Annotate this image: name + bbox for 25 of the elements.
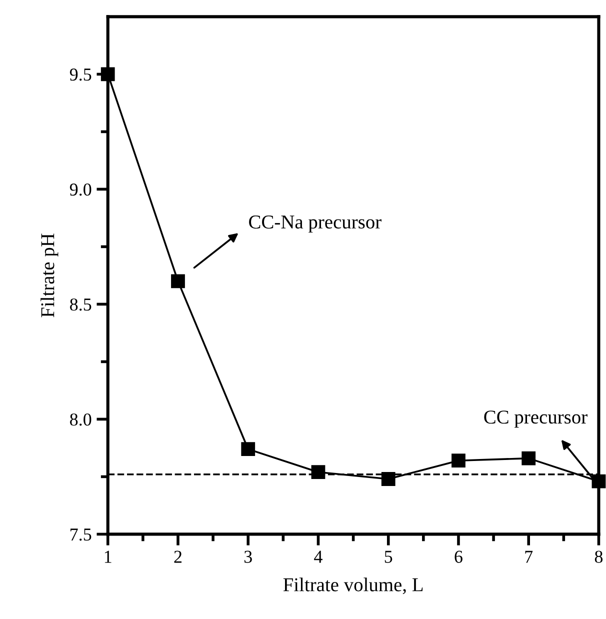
point [241,442,256,456]
y-tick-label: 9.5 [70,68,92,81]
point [381,472,396,486]
x-tick-label: 3 [244,550,252,563]
x-axis-title: Filtrate volume, L [283,578,423,594]
x-tick-label: 1 [104,550,112,563]
x-tick-label: 2 [174,550,182,563]
point [522,451,536,466]
y-tick-label: 7.5 [70,528,92,541]
x-tick-label: 4 [314,550,322,563]
point [311,465,326,480]
x-tick-label: 7 [525,550,533,563]
x-tick-label: 5 [384,550,392,563]
point [452,454,466,468]
point [592,474,606,488]
x-tick-label: 6 [454,550,462,563]
y-tick-label: 8.0 [70,413,92,426]
x-tick-label: 8 [594,550,603,563]
point [171,274,185,288]
y-tick-label: 9.0 [70,183,92,196]
annotation: CC precursor [484,410,588,428]
y-tick-label: 8.5 [70,298,92,311]
annotation: CC-Na precursor [249,216,382,233]
y-axis-title: Filtrate pH [40,234,58,318]
point [100,67,115,82]
